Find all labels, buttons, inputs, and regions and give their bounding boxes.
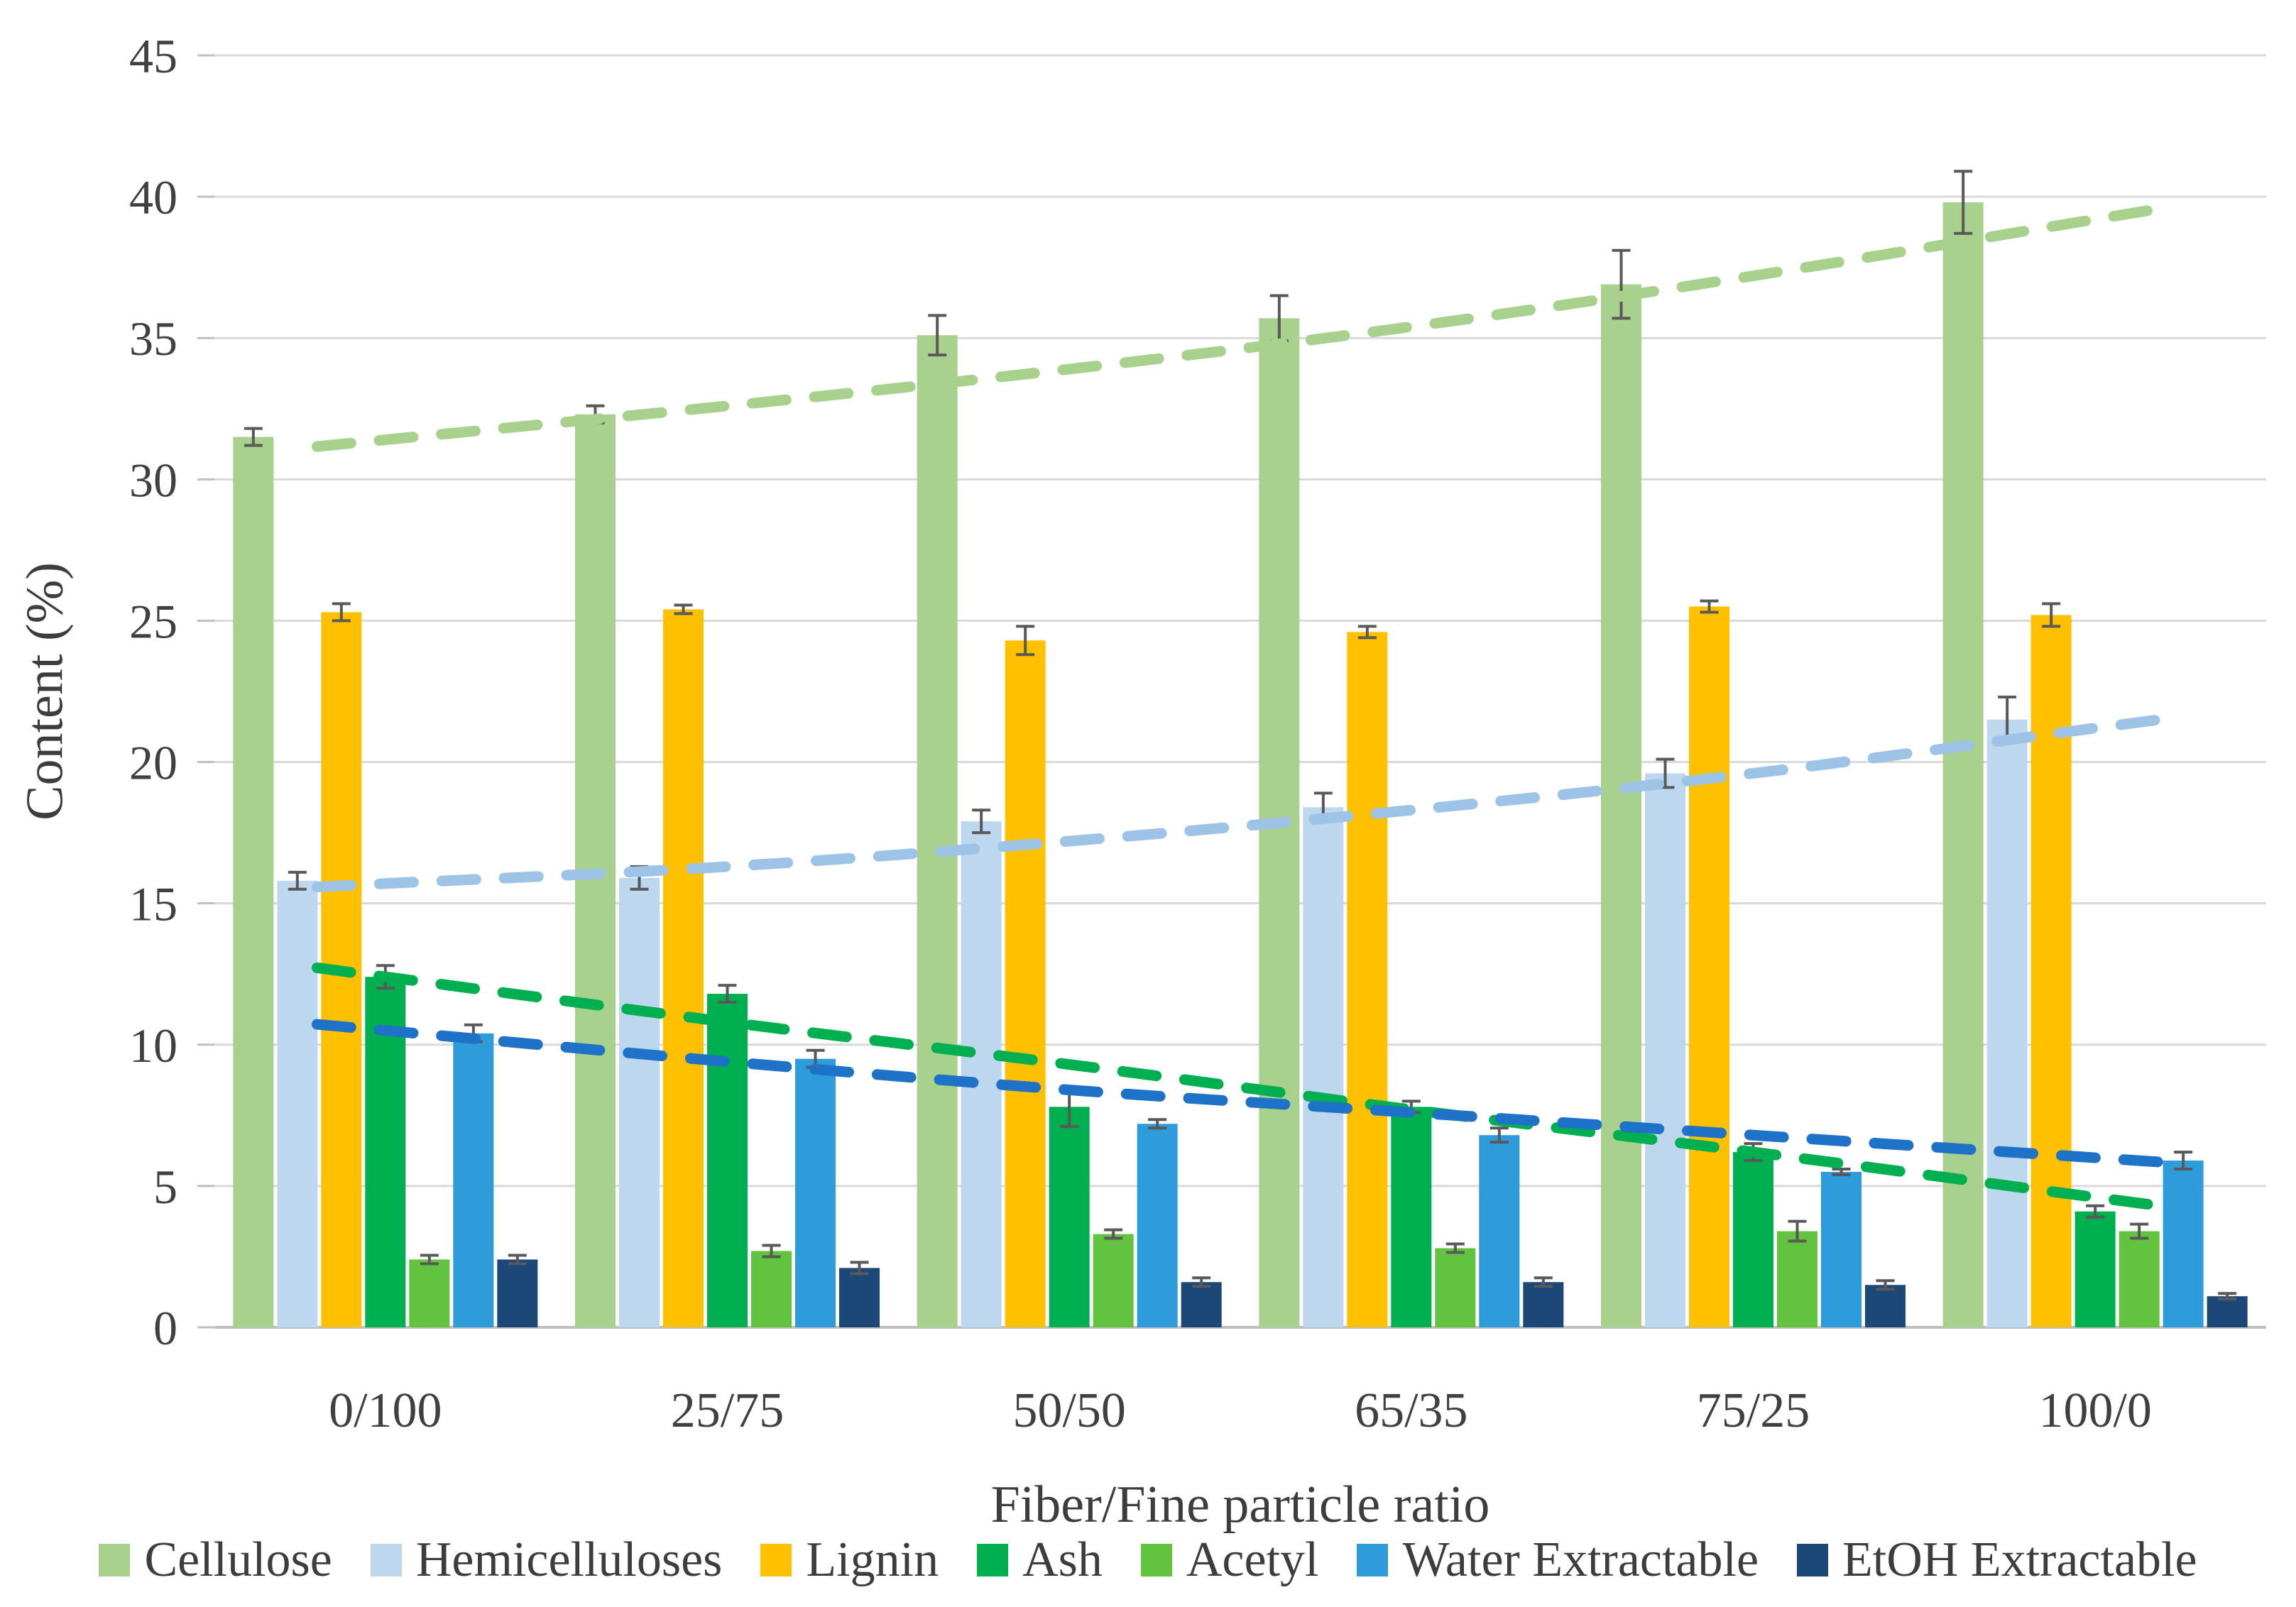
bar-acetyl [1435, 1248, 1476, 1327]
bar-water-extractable [1479, 1135, 1520, 1327]
trendline-cellulose [312, 202, 2169, 452]
y-tick-label: 30 [129, 453, 177, 507]
bar-etoh-extractable [1523, 1282, 1564, 1327]
x-category-label: 0/100 [329, 1383, 442, 1438]
bar-etoh-extractable [2207, 1296, 2248, 1327]
bar-lignin [2030, 615, 2072, 1327]
bar-acetyl [2119, 1231, 2160, 1327]
legend-swatch-ash [977, 1544, 1009, 1576]
bar-etoh-extractable [1181, 1282, 1222, 1327]
trendline-water-extractable [312, 1019, 2169, 1168]
bar-chart: 0 5 10 15 20 25 30 35 40 45 0/100 25/75 50/50 65/35 75… [129, 29, 2266, 1438]
legend-item-cellulose: Cellulose [99, 1532, 332, 1589]
legend-label-hemicelluloses: Hemicelluloses [415, 1532, 723, 1587]
bar-acetyl [751, 1251, 792, 1327]
y-tick-label: 25 [129, 594, 177, 648]
bar-water-extractable [453, 1033, 494, 1327]
bar-hemicelluloses [1645, 773, 1685, 1327]
legend-item-acetyl: Acetyl [1140, 1532, 1319, 1589]
legend-item-ash: Ash [977, 1532, 1103, 1589]
x-category-label: 75/25 [1697, 1383, 1810, 1438]
bar-water-extractable [2163, 1161, 2204, 1327]
y-tick-label: 0 [153, 1301, 177, 1355]
legend-label-cellulose: Cellulose [144, 1532, 332, 1587]
y-tick-label: 45 [129, 29, 177, 83]
bar-lignin [1689, 606, 1729, 1327]
x-category-label: 50/50 [1012, 1383, 1125, 1438]
bar-water-extractable [1821, 1171, 1862, 1327]
x-axis-title: Fiber/Fine particle ratio [990, 1476, 1490, 1534]
x-category-label: 100/0 [2038, 1383, 2151, 1438]
bar-cellulose [1942, 202, 1984, 1327]
legend-label-acetyl: Acetyl [1186, 1532, 1319, 1587]
legend-item-hemicelluloses: Hemicelluloses [370, 1532, 723, 1589]
legend-item-lignin: Lignin [760, 1532, 939, 1589]
legend-item-etoh-extractable: EtOH Extractable [1797, 1532, 2197, 1589]
trendline-hemicelluloses [312, 713, 2169, 893]
legend-label-water-extractable: Water Extractable [1402, 1532, 1759, 1587]
bar-etoh-extractable [497, 1259, 538, 1327]
bar-ash [707, 994, 748, 1327]
legend-item-water-extractable: Water Extractable [1357, 1532, 1759, 1589]
bar-ash [1049, 1107, 1090, 1327]
bar-hemicelluloses [1303, 807, 1344, 1327]
legend-swatch-cellulose [99, 1544, 131, 1576]
bar-water-extractable [1137, 1124, 1178, 1327]
bar-lignin [1347, 632, 1388, 1327]
legend-label-ash: Ash [1022, 1532, 1103, 1587]
x-category-label: 65/35 [1355, 1383, 1467, 1438]
legend-swatch-etoh-extractable [1797, 1544, 1829, 1576]
chart-legend: Cellulose Hemicelluloses Lignin Ash Acetyl Wa… [0, 1532, 2296, 1589]
x-category-label: 25/75 [671, 1383, 784, 1438]
trendline-ash [312, 962, 2169, 1212]
legend-label-lignin: Lignin [806, 1532, 939, 1587]
y-tick-label: 35 [129, 312, 177, 366]
y-tick-label: 15 [129, 877, 177, 931]
bar-ash [1733, 1152, 1773, 1327]
bar-cellulose [917, 335, 958, 1327]
bar-water-extractable [795, 1058, 836, 1327]
bar-hemicelluloses [619, 877, 660, 1327]
y-tick-label: 5 [153, 1160, 177, 1214]
bar-cellulose [233, 437, 274, 1327]
bar-etoh-extractable [1865, 1285, 1906, 1327]
y-axis-title: Content (%) [16, 562, 75, 821]
bar-ash [1391, 1107, 1432, 1327]
legend-swatch-water-extractable [1357, 1544, 1389, 1576]
bar-acetyl [1777, 1231, 1817, 1327]
bar-acetyl [409, 1259, 450, 1327]
bar-hemicelluloses [961, 821, 1002, 1327]
bar-lignin [1005, 640, 1046, 1327]
y-tick-label: 20 [129, 736, 177, 790]
y-tick-label: 10 [129, 1019, 177, 1073]
bar-etoh-extractable [839, 1268, 880, 1327]
bar-acetyl [1093, 1234, 1134, 1327]
bar-lignin [663, 609, 704, 1327]
bar-hemicelluloses [277, 880, 318, 1327]
legend-label-etoh-extractable: EtOH Extractable [1842, 1532, 2197, 1587]
legend-swatch-hemicelluloses [370, 1544, 402, 1576]
legend-swatch-lignin [760, 1544, 792, 1576]
bar-cellulose [1601, 284, 1641, 1327]
y-tick-label: 40 [129, 170, 177, 224]
legend-swatch-acetyl [1140, 1544, 1172, 1576]
bar-hemicelluloses [1986, 719, 2028, 1327]
bar-ash [2074, 1211, 2116, 1327]
